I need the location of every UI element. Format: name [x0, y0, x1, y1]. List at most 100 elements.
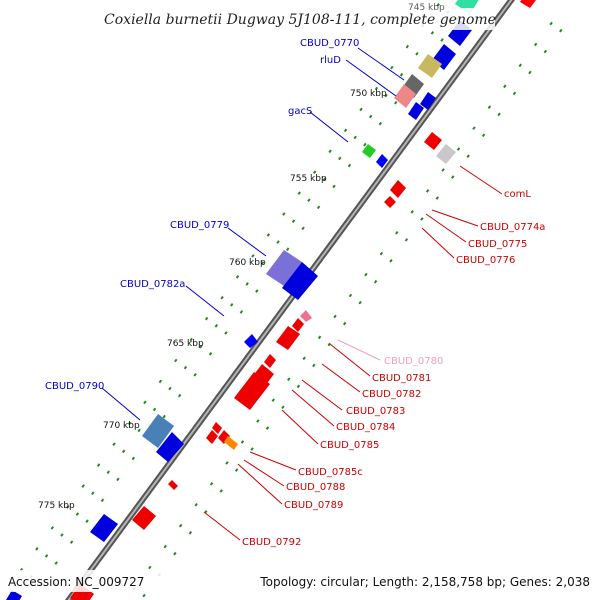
- gene-feature[interactable]: [376, 154, 388, 168]
- track-tick: [168, 386, 172, 391]
- track-tick: [266, 233, 271, 237]
- gene-feature[interactable]: [394, 84, 416, 108]
- gene-label[interactable]: CBUD_0788: [286, 482, 345, 493]
- track-tick: [338, 156, 342, 161]
- track-tick: [208, 352, 213, 356]
- track-tick: [256, 419, 260, 423]
- gene-label[interactable]: CBUD_0774a: [480, 222, 545, 233]
- gene-label[interactable]: comL: [504, 189, 531, 200]
- track-tick: [96, 463, 101, 467]
- plus-strand-features: [6, 0, 480, 600]
- track-tick: [373, 279, 378, 284]
- track-tick: [251, 254, 255, 258]
- track-tick: [307, 198, 311, 203]
- track-tick: [106, 470, 110, 475]
- kbp-tick-labels: 745 kbp 750 kbp 755 kbp 760 kbp 765 kbp …: [38, 3, 445, 511]
- gene-feature[interactable]: [212, 422, 222, 434]
- track-tick: [358, 300, 362, 305]
- gene-label[interactable]: CBUD_0781: [372, 373, 431, 384]
- track-tick: [225, 461, 229, 465]
- track-tick: [389, 258, 393, 263]
- track-tick: [440, 38, 444, 42]
- gene-label[interactable]: CBUD_0783: [346, 406, 405, 417]
- track-tick: [178, 523, 183, 528]
- gene-feature[interactable]: [455, 0, 480, 14]
- gene-feature[interactable]: [168, 480, 178, 490]
- gene-feature[interactable]: [244, 334, 258, 348]
- gene-feature[interactable]: [436, 144, 456, 164]
- track-tick: [75, 512, 80, 516]
- track-tick: [152, 407, 157, 412]
- gene-label[interactable]: CBUD_0790: [45, 381, 104, 392]
- gene-feature[interactable]: [250, 364, 274, 390]
- track-tick: [143, 400, 147, 405]
- gene-feature[interactable]: [218, 430, 230, 444]
- gene-label[interactable]: CBUD_0785c: [298, 467, 363, 478]
- gene-feature[interactable]: [90, 514, 118, 542]
- gene-label[interactable]: CBUD_0780: [384, 356, 443, 367]
- track-tick: [44, 554, 49, 558]
- track-tick: [332, 184, 336, 189]
- genome-summary-label: Topology: circular; Length: 2,158,758 bp…: [259, 575, 590, 589]
- gene-label[interactable]: CBUD_0779: [170, 220, 229, 231]
- gene-feature[interactable]: [384, 196, 396, 208]
- track-tick: [163, 544, 167, 549]
- gene-feature[interactable]: [362, 144, 376, 158]
- track-tick: [162, 414, 166, 419]
- gene-feature[interactable]: [520, 0, 536, 8]
- gene-feature[interactable]: [300, 310, 312, 322]
- gene-feature[interactable]: [156, 432, 184, 462]
- gene-label[interactable]: CBUD_0775: [468, 239, 527, 250]
- track-tick: [230, 303, 234, 307]
- track-tick: [472, 126, 476, 130]
- track-tick: [50, 526, 54, 530]
- track-tick: [395, 230, 399, 235]
- gene-label[interactable]: rluD: [320, 55, 341, 66]
- gene-feature[interactable]: [420, 92, 436, 110]
- track-tick: [451, 175, 455, 179]
- gene-feature[interactable]: [224, 436, 238, 450]
- gene-label[interactable]: CBUD_0776: [456, 255, 515, 266]
- gene-label[interactable]: CBUD_0782: [362, 389, 421, 400]
- track-tick: [404, 238, 409, 242]
- track-tick: [173, 551, 177, 556]
- gene-label[interactable]: CBUD_0785: [320, 440, 379, 451]
- track-tick: [69, 540, 74, 544]
- gene-feature[interactable]: [132, 506, 156, 530]
- track-tick: [374, 86, 379, 91]
- gene-label[interactable]: CBUD_0770: [300, 38, 359, 49]
- dotted-tracks: [19, 3, 563, 598]
- track-tick: [518, 63, 522, 68]
- track-tick: [239, 310, 244, 314]
- track-tick: [204, 316, 209, 321]
- track-tick: [66, 505, 70, 509]
- track-tick: [328, 149, 332, 154]
- kbp-tick-label: 760 kbp: [229, 258, 266, 268]
- gene-feature[interactable]: [390, 180, 406, 198]
- track-tick: [194, 502, 198, 507]
- gene-feature[interactable]: [408, 102, 424, 120]
- gene-feature[interactable]: [264, 354, 276, 368]
- gene-feature[interactable]: [142, 414, 174, 448]
- gene-label[interactable]: gacS: [288, 106, 312, 117]
- gene-feature[interactable]: [292, 318, 304, 332]
- track-tick: [214, 323, 219, 328]
- gene-feature[interactable]: [424, 132, 442, 150]
- gene-feature[interactable]: [418, 54, 442, 78]
- kbp-tick-label: 775 kbp: [38, 501, 75, 511]
- gene-feature[interactable]: [206, 430, 218, 444]
- gene-feature[interactable]: [282, 262, 318, 300]
- gene-label[interactable]: CBUD_0782a: [120, 279, 185, 290]
- track-tick: [142, 593, 146, 598]
- gene-label[interactable]: CBUD_0784: [336, 422, 395, 433]
- gene-label[interactable]: CBUD_0792: [242, 537, 301, 548]
- gene-feature[interactable]: [266, 250, 302, 286]
- gene-label[interactable]: CBUD_0789: [284, 500, 343, 511]
- gene-feature[interactable]: [276, 326, 300, 350]
- track-tick: [430, 31, 435, 35]
- track-tick: [271, 398, 275, 402]
- track-tick: [327, 342, 331, 347]
- track-tick: [384, 93, 388, 98]
- gene-feature[interactable]: [6, 590, 22, 600]
- track-tick: [343, 128, 348, 133]
